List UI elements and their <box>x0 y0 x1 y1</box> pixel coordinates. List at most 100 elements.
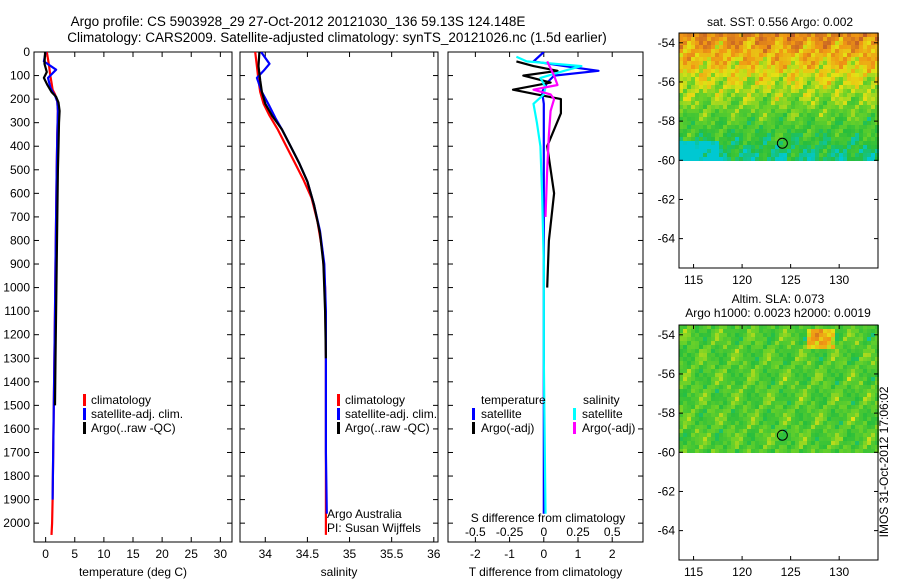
map-cell <box>867 333 871 337</box>
map-cell <box>735 49 739 53</box>
map-cell <box>719 109 723 113</box>
map-cell <box>787 145 791 149</box>
map-cell <box>703 41 707 45</box>
map-cell <box>683 157 687 161</box>
map-cell <box>859 361 863 365</box>
map-cell <box>827 397 831 401</box>
map-cell <box>843 393 847 397</box>
map-cell <box>871 445 875 449</box>
map-cell <box>843 329 847 333</box>
map-cell <box>791 121 795 125</box>
map-cell <box>859 53 863 57</box>
map-cell <box>815 101 819 105</box>
map-cell <box>679 61 683 65</box>
map-cell <box>771 329 775 333</box>
map-cell <box>731 373 735 377</box>
map-cell <box>867 69 871 73</box>
map-cell <box>683 433 687 437</box>
map-cell <box>795 141 799 145</box>
map-cell <box>727 357 731 361</box>
map-cell <box>855 409 859 413</box>
map-cell <box>867 113 871 117</box>
map-cell <box>743 389 747 393</box>
map-cell <box>803 105 807 109</box>
map-cell <box>771 93 775 97</box>
map-cell <box>699 57 703 61</box>
map-cell <box>727 141 731 145</box>
map-cell <box>763 53 767 57</box>
map-cell <box>807 89 811 93</box>
map-cell <box>803 445 807 449</box>
map-cell <box>863 41 867 45</box>
map-cell <box>851 77 855 81</box>
map-cell <box>871 133 875 137</box>
map-cell <box>691 33 695 37</box>
map-cell <box>723 89 727 93</box>
map-cell <box>767 77 771 81</box>
map-cell <box>807 345 811 349</box>
map-cell <box>851 141 855 145</box>
map-cell <box>695 41 699 45</box>
map-cell <box>715 441 719 445</box>
map-cell <box>803 365 807 369</box>
map-cell <box>735 153 739 157</box>
map-cell <box>751 381 755 385</box>
map-cell <box>855 365 859 369</box>
map-cell <box>727 337 731 341</box>
map-cell <box>779 393 783 397</box>
map-cell <box>683 85 687 89</box>
map-cell <box>811 125 815 129</box>
map-cell <box>791 85 795 89</box>
map-cell <box>839 93 843 97</box>
map-cell <box>711 109 715 113</box>
map-cell <box>699 129 703 133</box>
map-cell <box>755 145 759 149</box>
legend-label: climatology <box>91 393 151 407</box>
map-cell <box>679 445 683 449</box>
map-cell <box>823 405 827 409</box>
map-cell <box>743 153 747 157</box>
map-cell <box>683 93 687 97</box>
map-cell <box>863 157 867 161</box>
map-cell <box>711 121 715 125</box>
map-cell <box>851 409 855 413</box>
map-cell <box>703 117 707 121</box>
map-cell <box>843 105 847 109</box>
map-cell <box>679 89 683 93</box>
map-cell <box>763 157 767 161</box>
map-cell <box>795 369 799 373</box>
map-cell <box>775 157 779 161</box>
map-cell <box>767 153 771 157</box>
map-cell <box>787 377 791 381</box>
map-cell <box>831 357 835 361</box>
map-cell <box>855 89 859 93</box>
map-cell <box>815 373 819 377</box>
map-cell <box>751 441 755 445</box>
y-tick-label: 2000 <box>3 516 30 530</box>
map-cell <box>787 137 791 141</box>
legend-swatch <box>337 394 340 406</box>
map-cell <box>755 49 759 53</box>
map-cell <box>811 53 815 57</box>
map-cell <box>711 377 715 381</box>
map-cell <box>775 81 779 85</box>
map-cell <box>735 393 739 397</box>
map-cell <box>867 121 871 125</box>
map-cell <box>819 341 823 345</box>
map-cell <box>839 421 843 425</box>
map-cell <box>739 409 743 413</box>
map-cell <box>751 329 755 333</box>
map-cell <box>767 329 771 333</box>
map-cell <box>759 377 763 381</box>
legend-label: satellite-adj. clim. <box>345 407 437 421</box>
map-cell <box>715 349 719 353</box>
map-cell <box>795 109 799 113</box>
map-cell <box>847 325 851 329</box>
map-cell <box>719 345 723 349</box>
map-cell <box>779 429 783 433</box>
map-cell <box>755 121 759 125</box>
map-cell <box>683 401 687 405</box>
map-cell <box>691 421 695 425</box>
map-cell <box>815 41 819 45</box>
plot-frame <box>33 51 233 543</box>
